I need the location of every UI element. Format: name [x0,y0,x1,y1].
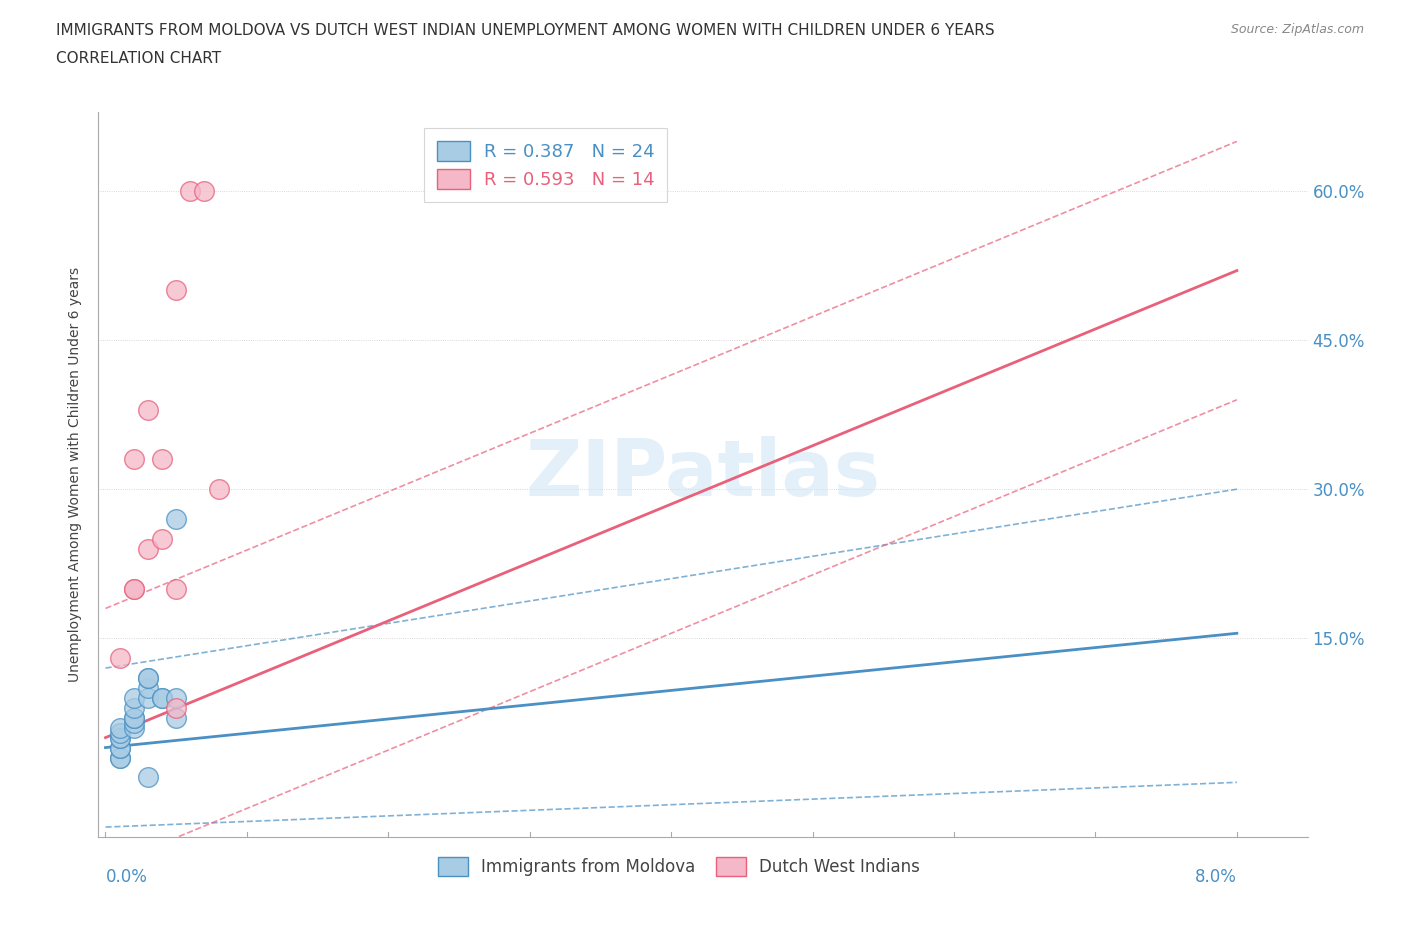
Point [165,283,187,298]
Point [122,581,145,596]
Point [165,711,187,725]
Point [136,541,159,556]
Point [150,452,173,467]
Point [165,581,187,596]
Point [108,751,131,765]
Point [136,681,159,696]
Point [122,690,145,705]
Point [150,690,173,705]
Point [122,452,145,467]
Point [122,581,145,596]
Point [193,183,215,198]
Point [108,730,131,745]
Text: Source: ZipAtlas.com: Source: ZipAtlas.com [1230,23,1364,36]
Point [122,700,145,715]
Point [150,690,173,705]
Point [108,651,131,666]
Point [165,512,187,526]
Point [108,725,131,740]
Text: 0.0%: 0.0% [105,868,148,885]
Point [108,740,131,755]
Point [136,403,159,418]
Y-axis label: Unemployment Among Women with Children Under 6 years: Unemployment Among Women with Children U… [69,267,83,682]
Point [108,720,131,735]
Point [136,671,159,685]
Point [165,690,187,705]
Point [108,751,131,765]
Point [122,711,145,725]
Point [207,482,229,497]
Text: 8.0%: 8.0% [1195,868,1237,885]
Text: CORRELATION CHART: CORRELATION CHART [56,51,221,66]
Text: ZIPatlas: ZIPatlas [526,436,880,512]
Point [165,700,187,715]
Point [179,183,201,198]
Point [108,740,131,755]
Legend: Immigrants from Moldova, Dutch West Indians: Immigrants from Moldova, Dutch West Indi… [432,851,927,884]
Point [136,690,159,705]
Point [108,730,131,745]
Text: IMMIGRANTS FROM MOLDOVA VS DUTCH WEST INDIAN UNEMPLOYMENT AMONG WOMEN WITH CHILD: IMMIGRANTS FROM MOLDOVA VS DUTCH WEST IN… [56,23,995,38]
Point [136,671,159,685]
Point [136,770,159,785]
Point [150,531,173,546]
Point [122,715,145,730]
Point [122,720,145,735]
Point [122,711,145,725]
